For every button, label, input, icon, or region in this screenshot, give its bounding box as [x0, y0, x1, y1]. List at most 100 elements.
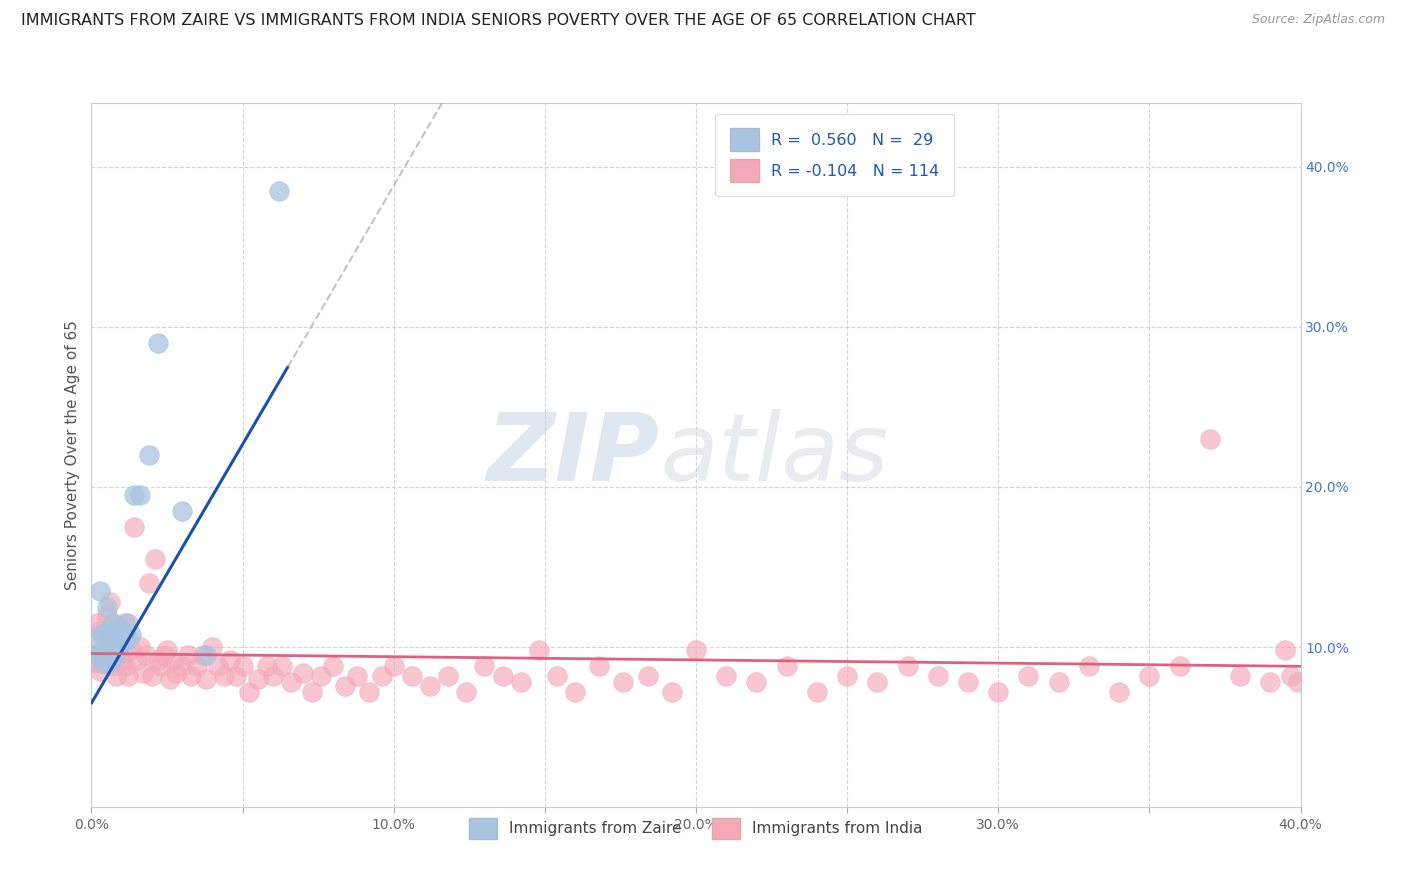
- Point: [1108, 685, 1130, 699]
- Point: [122, 488, 145, 502]
- Point: [132, 665, 155, 680]
- Point: [125, 653, 148, 667]
- Point: [120, 627, 142, 641]
- Point: [149, 659, 172, 673]
- Text: atlas: atlas: [659, 409, 889, 500]
- Point: [98, 656, 121, 670]
- Point: [96, 648, 118, 662]
- Point: [685, 643, 707, 657]
- Point: [101, 648, 124, 662]
- Point: [1077, 659, 1099, 673]
- Point: [927, 669, 949, 683]
- Point: [89, 648, 111, 662]
- Point: [201, 640, 224, 654]
- Point: [1281, 669, 1303, 683]
- Point: [231, 659, 253, 673]
- Point: [96, 600, 118, 615]
- Point: [776, 659, 799, 673]
- Point: [104, 648, 127, 662]
- Point: [195, 672, 218, 686]
- Point: [117, 632, 139, 646]
- Point: [98, 595, 121, 609]
- Point: [98, 624, 121, 639]
- Point: [93, 627, 115, 641]
- Point: [93, 656, 115, 670]
- Point: [491, 669, 513, 683]
- Point: [346, 669, 368, 683]
- Point: [86, 616, 108, 631]
- Point: [86, 648, 108, 662]
- Point: [267, 184, 290, 198]
- Point: [806, 685, 828, 699]
- Point: [1047, 675, 1070, 690]
- Point: [162, 653, 184, 667]
- Point: [1260, 675, 1282, 690]
- Point: [128, 640, 150, 654]
- Point: [1198, 432, 1220, 446]
- Point: [111, 637, 132, 651]
- Point: [117, 616, 139, 631]
- Point: [370, 669, 392, 683]
- Point: [165, 665, 187, 680]
- Point: [111, 653, 132, 667]
- Point: [89, 664, 111, 678]
- Point: [527, 643, 550, 657]
- Point: [83, 632, 105, 646]
- Point: [193, 648, 215, 662]
- Point: [509, 675, 531, 690]
- Point: [128, 488, 150, 502]
- Text: Source: ZipAtlas.com: Source: ZipAtlas.com: [1251, 13, 1385, 27]
- Point: [186, 659, 208, 673]
- Point: [122, 520, 145, 534]
- Point: [107, 621, 129, 635]
- Point: [104, 627, 127, 641]
- Point: [153, 648, 176, 662]
- Legend: Immigrants from Zaire, Immigrants from India: Immigrants from Zaire, Immigrants from I…: [464, 812, 928, 846]
- Point: [180, 669, 202, 683]
- Point: [89, 624, 111, 639]
- Point: [83, 656, 105, 670]
- Point: [1018, 669, 1040, 683]
- Point: [104, 669, 127, 683]
- Point: [546, 669, 568, 683]
- Point: [146, 335, 169, 350]
- Point: [101, 616, 124, 631]
- Point: [419, 679, 441, 693]
- Point: [280, 675, 302, 690]
- Point: [612, 675, 634, 690]
- Point: [401, 669, 423, 683]
- Point: [143, 552, 166, 566]
- Point: [195, 648, 218, 662]
- Point: [107, 632, 129, 646]
- Text: ZIP: ZIP: [486, 409, 659, 501]
- Point: [1274, 643, 1296, 657]
- Point: [246, 672, 269, 686]
- Point: [135, 648, 157, 662]
- Point: [138, 448, 160, 462]
- Point: [225, 669, 247, 683]
- Point: [256, 659, 278, 673]
- Point: [661, 685, 683, 699]
- Point: [322, 659, 344, 673]
- Point: [214, 669, 236, 683]
- Point: [93, 640, 115, 654]
- Point: [359, 685, 381, 699]
- Point: [897, 659, 920, 673]
- Point: [107, 640, 129, 654]
- Point: [96, 608, 118, 623]
- Point: [138, 576, 160, 591]
- Point: [472, 659, 495, 673]
- Point: [309, 669, 332, 683]
- Point: [637, 669, 659, 683]
- Point: [292, 665, 315, 680]
- Point: [866, 675, 889, 690]
- Point: [745, 675, 768, 690]
- Point: [177, 648, 200, 662]
- Point: [117, 669, 139, 683]
- Point: [1229, 669, 1251, 683]
- Point: [270, 659, 292, 673]
- Point: [96, 624, 118, 639]
- Point: [104, 624, 127, 639]
- Point: [301, 685, 323, 699]
- Point: [987, 685, 1010, 699]
